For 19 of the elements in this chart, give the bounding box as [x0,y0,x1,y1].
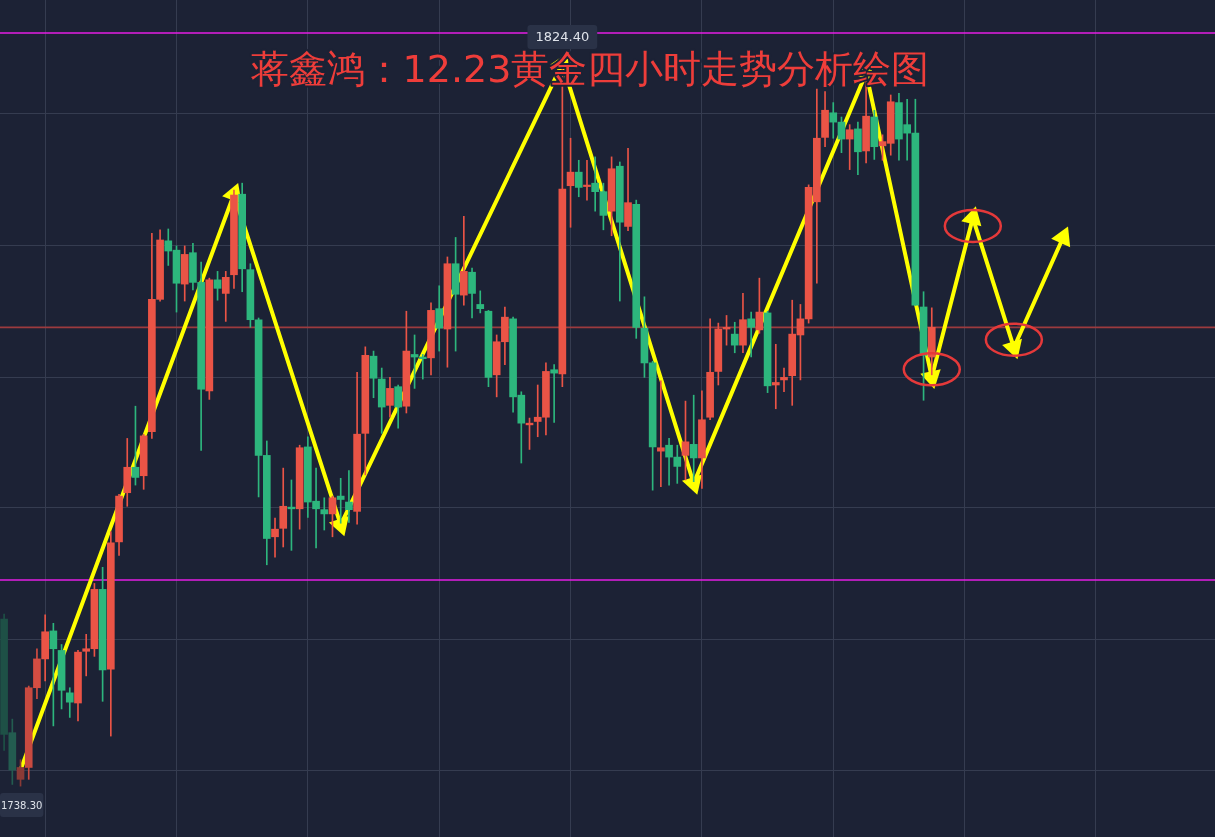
candlestick [271,517,279,558]
candlestick [747,311,755,358]
candlestick [550,364,558,423]
candlestick [345,470,353,523]
candlestick [583,159,591,201]
point [681,474,702,495]
candlestick [673,444,682,484]
candlestick [320,497,329,531]
candlestick [336,477,345,524]
point [328,516,349,537]
annotation: 1738.30 [1,799,43,811]
annotation: 1824.40 [535,29,590,45]
candlestick [771,343,780,410]
candlestick [845,124,854,170]
candlestick [780,367,788,393]
candlestick [689,394,698,483]
candlestick [657,380,665,488]
candlestick [829,102,838,139]
point [1051,226,1071,248]
